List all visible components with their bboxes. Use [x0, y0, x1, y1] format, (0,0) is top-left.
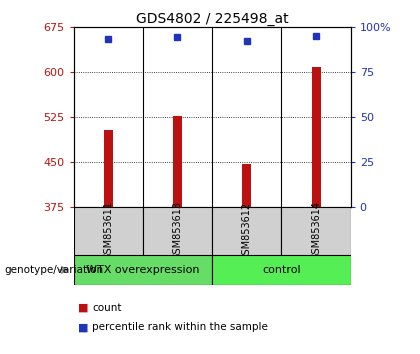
Bar [212, 207, 281, 255]
Bar [173, 116, 182, 207]
Text: WTX overexpression: WTX overexpression [86, 265, 200, 275]
Bar [104, 130, 113, 207]
Bar [143, 207, 212, 255]
Text: GSM853614: GSM853614 [311, 201, 321, 261]
Text: GSM853613: GSM853613 [173, 201, 182, 261]
Bar [212, 255, 351, 285]
Bar [74, 207, 143, 255]
Text: GSM853611: GSM853611 [103, 201, 113, 261]
Text: ■: ■ [78, 303, 88, 313]
Title: GDS4802 / 225498_at: GDS4802 / 225498_at [136, 12, 289, 25]
Text: GSM853612: GSM853612 [242, 201, 252, 261]
Text: percentile rank within the sample: percentile rank within the sample [92, 322, 268, 332]
Text: control: control [262, 265, 301, 275]
Text: count: count [92, 303, 122, 313]
Bar [281, 207, 351, 255]
Text: genotype/variation: genotype/variation [4, 265, 103, 275]
Bar [312, 67, 320, 207]
Bar [74, 255, 212, 285]
Bar [242, 164, 251, 207]
Text: ■: ■ [78, 322, 88, 332]
